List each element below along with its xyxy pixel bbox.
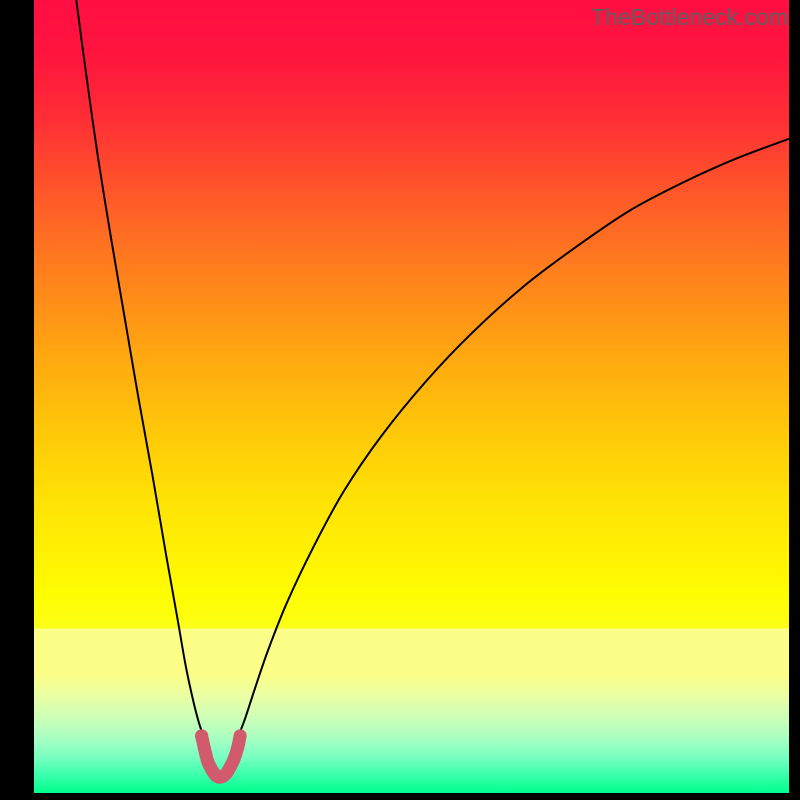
chart-svg: [34, 0, 789, 793]
watermark-text: TheBottleneck.com: [591, 4, 788, 31]
chart-area: [34, 0, 789, 793]
